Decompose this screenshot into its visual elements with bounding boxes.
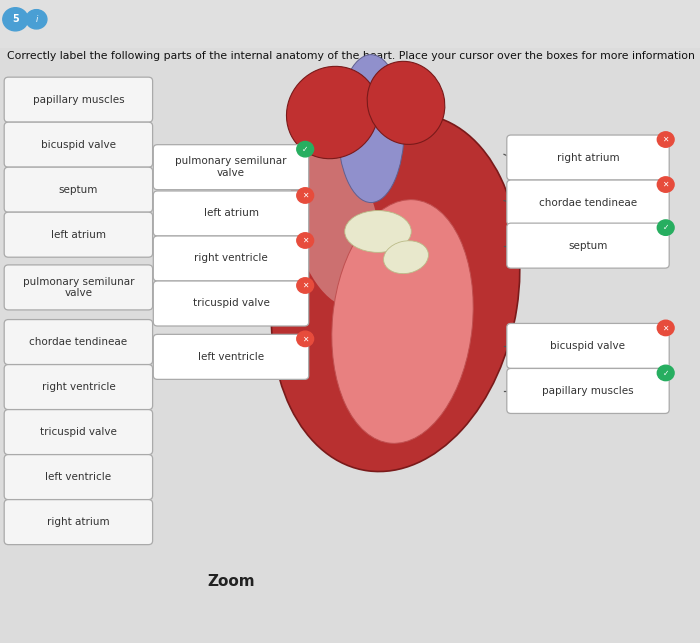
Circle shape bbox=[657, 132, 674, 147]
FancyBboxPatch shape bbox=[153, 145, 309, 190]
FancyBboxPatch shape bbox=[4, 410, 153, 455]
Text: left atrium: left atrium bbox=[51, 230, 106, 240]
Text: left atrium: left atrium bbox=[204, 208, 258, 219]
Text: tricuspid valve: tricuspid valve bbox=[40, 427, 117, 437]
FancyBboxPatch shape bbox=[4, 500, 153, 545]
FancyBboxPatch shape bbox=[507, 323, 669, 368]
Circle shape bbox=[297, 141, 314, 157]
Ellipse shape bbox=[290, 143, 382, 307]
Text: ✕: ✕ bbox=[302, 191, 309, 200]
Text: ✓: ✓ bbox=[662, 368, 669, 377]
Text: right atrium: right atrium bbox=[556, 152, 620, 163]
FancyBboxPatch shape bbox=[4, 320, 153, 365]
Circle shape bbox=[297, 233, 314, 248]
FancyBboxPatch shape bbox=[153, 334, 309, 379]
Circle shape bbox=[297, 331, 314, 347]
Text: ✕: ✕ bbox=[302, 334, 309, 343]
FancyBboxPatch shape bbox=[153, 236, 309, 281]
Text: ✕: ✕ bbox=[662, 323, 669, 332]
Text: ✕: ✕ bbox=[662, 135, 669, 144]
Text: ✓: ✓ bbox=[662, 223, 669, 232]
Ellipse shape bbox=[384, 240, 428, 274]
Text: septum: septum bbox=[568, 240, 608, 251]
Text: ✕: ✕ bbox=[302, 236, 309, 245]
FancyBboxPatch shape bbox=[507, 368, 669, 413]
Text: left ventricle: left ventricle bbox=[46, 472, 111, 482]
Ellipse shape bbox=[344, 211, 412, 252]
Text: pulmonary semilunar
valve: pulmonary semilunar valve bbox=[175, 156, 287, 178]
Circle shape bbox=[657, 365, 674, 381]
FancyBboxPatch shape bbox=[153, 191, 309, 236]
Ellipse shape bbox=[332, 200, 473, 443]
Text: ✕: ✕ bbox=[662, 180, 669, 189]
Circle shape bbox=[657, 220, 674, 235]
Text: Correctly label the following parts of the internal anatomy of the heart. Place : Correctly label the following parts of t… bbox=[7, 51, 695, 62]
FancyBboxPatch shape bbox=[4, 365, 153, 410]
Text: chordae tendineae: chordae tendineae bbox=[539, 197, 637, 208]
Text: tricuspid valve: tricuspid valve bbox=[193, 298, 270, 309]
Circle shape bbox=[297, 278, 314, 293]
Text: papillary muscles: papillary muscles bbox=[33, 95, 124, 105]
FancyBboxPatch shape bbox=[4, 167, 153, 212]
FancyBboxPatch shape bbox=[153, 281, 309, 326]
Circle shape bbox=[657, 177, 674, 192]
Text: ✓: ✓ bbox=[302, 145, 309, 154]
Text: chordae tendineae: chordae tendineae bbox=[29, 337, 127, 347]
FancyBboxPatch shape bbox=[4, 77, 153, 122]
Circle shape bbox=[297, 188, 314, 203]
FancyBboxPatch shape bbox=[0, 0, 700, 48]
FancyBboxPatch shape bbox=[507, 223, 669, 268]
Text: right ventricle: right ventricle bbox=[194, 253, 268, 264]
Circle shape bbox=[657, 320, 674, 336]
Text: left ventricle: left ventricle bbox=[198, 352, 264, 362]
Text: septum: septum bbox=[59, 185, 98, 195]
FancyBboxPatch shape bbox=[4, 265, 153, 310]
Text: bicuspid valve: bicuspid valve bbox=[550, 341, 626, 351]
Text: bicuspid valve: bicuspid valve bbox=[41, 140, 116, 150]
Text: right atrium: right atrium bbox=[47, 517, 110, 527]
Text: papillary muscles: papillary muscles bbox=[542, 386, 634, 396]
Ellipse shape bbox=[286, 66, 379, 159]
FancyBboxPatch shape bbox=[507, 180, 669, 225]
Ellipse shape bbox=[337, 55, 405, 203]
Circle shape bbox=[3, 8, 28, 31]
FancyBboxPatch shape bbox=[4, 122, 153, 167]
FancyBboxPatch shape bbox=[507, 135, 669, 180]
Text: pulmonary semilunar
valve: pulmonary semilunar valve bbox=[22, 276, 134, 298]
Text: i: i bbox=[35, 15, 38, 24]
Text: right ventricle: right ventricle bbox=[41, 382, 116, 392]
FancyBboxPatch shape bbox=[4, 455, 153, 500]
Text: ✕: ✕ bbox=[302, 281, 309, 290]
Ellipse shape bbox=[271, 114, 520, 471]
Ellipse shape bbox=[368, 61, 444, 145]
Text: Zoom: Zoom bbox=[207, 574, 255, 590]
Text: 5: 5 bbox=[12, 14, 19, 24]
FancyBboxPatch shape bbox=[4, 212, 153, 257]
Circle shape bbox=[26, 10, 47, 29]
